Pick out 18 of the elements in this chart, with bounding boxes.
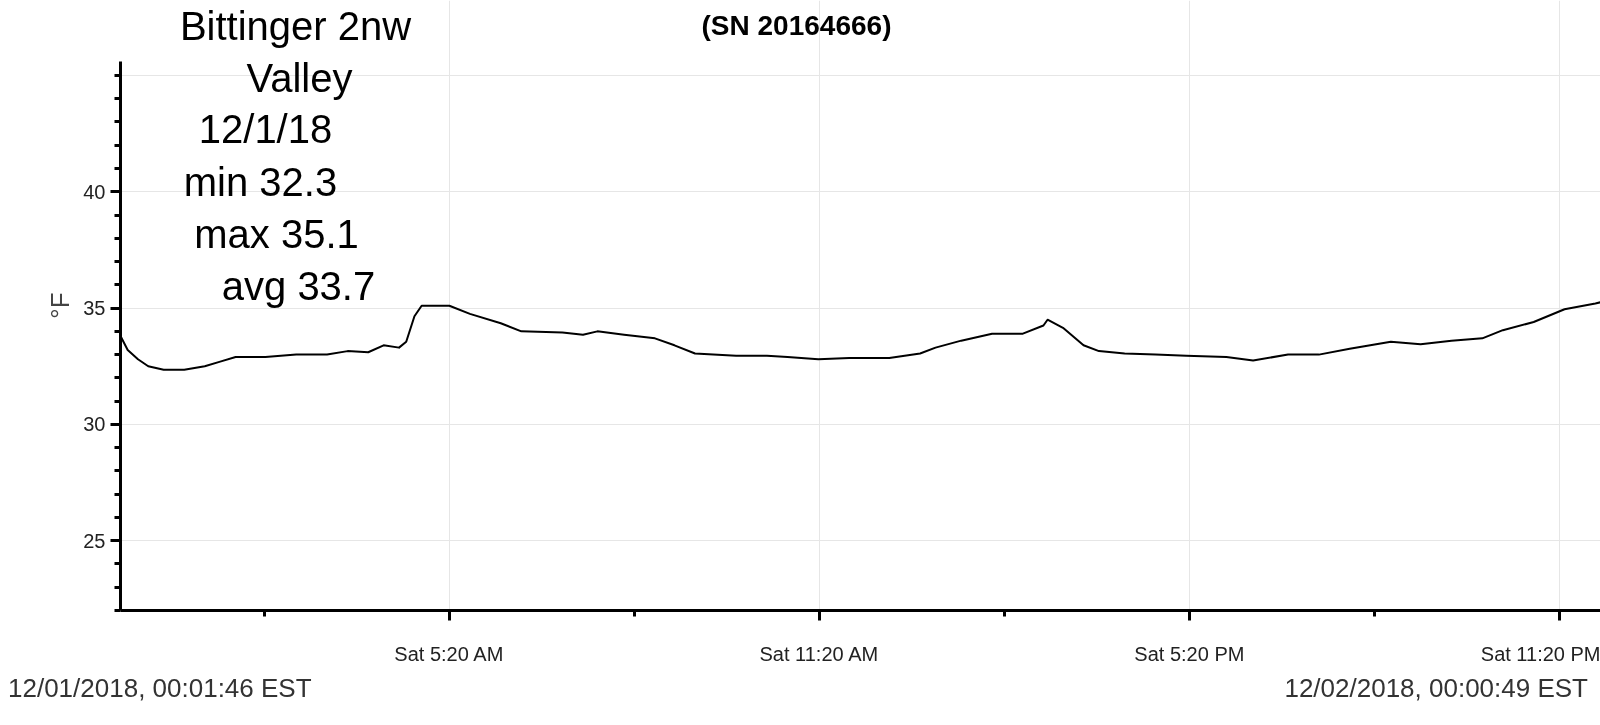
chart-title: (SN 20164666) (701, 10, 892, 41)
y-axis-title: °F (45, 292, 76, 319)
annotation: min 32.3 (183, 159, 338, 204)
x-tick-label: Sat 5:20 AM (394, 642, 504, 665)
x-tick-label: Sat 11:20 PM (1480, 642, 1600, 665)
annotation: avg 33.7 (221, 263, 376, 308)
y-tick-label: 35 (83, 297, 106, 320)
x-tick-label: Sat 5:20 PM (1134, 642, 1245, 665)
text: 12/01/2018, 00:01:46 EST (8, 672, 312, 705)
annotation: Valley (246, 55, 353, 100)
y-tick-label: 25 (83, 529, 106, 552)
text: Bittinger 2nw (179, 3, 412, 48)
x-tick-label: Sat 11:20 AM (759, 642, 879, 665)
text: 12/02/2018, 00:00:49 EST (1284, 672, 1588, 705)
annotation: 12/1/18 (198, 106, 333, 151)
y-tick-label: 40 (83, 180, 106, 203)
annotation: max 35.1 (194, 211, 359, 256)
y-tick-label: 30 (83, 413, 106, 436)
